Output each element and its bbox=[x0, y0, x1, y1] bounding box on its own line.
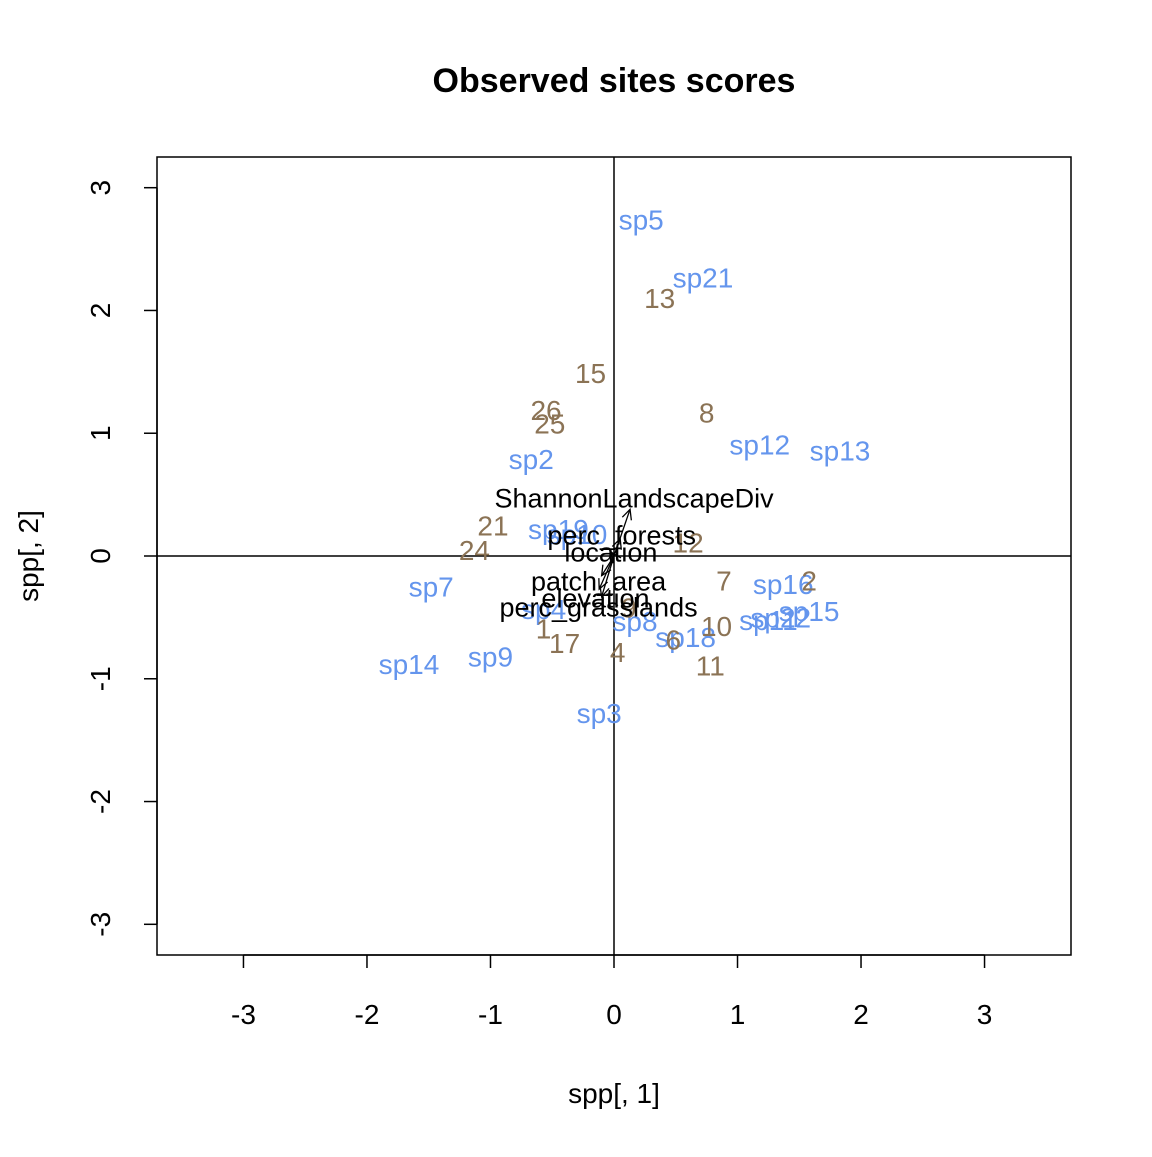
site-label: 4 bbox=[610, 637, 626, 668]
y-axis-label: spp[, 2] bbox=[13, 510, 44, 602]
site-label: 13 bbox=[644, 283, 675, 314]
y-tick-label: 3 bbox=[85, 180, 116, 196]
species-label: sp2 bbox=[509, 444, 554, 475]
env-arrowhead bbox=[611, 537, 622, 550]
x-tick-label: 0 bbox=[606, 999, 622, 1030]
site-label: 26 bbox=[530, 395, 561, 426]
plot-frame bbox=[156, 156, 1072, 956]
x-tick-label: -1 bbox=[478, 999, 503, 1030]
env-label: perc_grasslands bbox=[499, 593, 697, 623]
species-label: sp22 bbox=[750, 602, 811, 633]
env-label: elevation bbox=[541, 583, 649, 613]
species-label: sp18 bbox=[655, 622, 716, 653]
species-label: sp7 bbox=[409, 572, 454, 603]
species-label: sp10 bbox=[547, 519, 608, 550]
env-arrow bbox=[598, 555, 615, 590]
species-label: sp15 bbox=[779, 596, 840, 627]
site-label: 7 bbox=[716, 566, 732, 597]
y-tick-label: -2 bbox=[85, 789, 116, 814]
site-label: 10 bbox=[701, 611, 732, 642]
x-tick-label: 2 bbox=[853, 999, 869, 1030]
site-label: 17 bbox=[549, 628, 580, 659]
species-label: sp21 bbox=[673, 262, 734, 293]
x-tick-label: 1 bbox=[730, 999, 746, 1030]
site-label: 25 bbox=[534, 408, 565, 439]
species-label: sp8 bbox=[612, 606, 657, 637]
species-label: sp9 bbox=[468, 642, 513, 673]
y-tick-label: 0 bbox=[85, 548, 116, 564]
site-label: 11 bbox=[696, 650, 725, 681]
x-tick-label: -3 bbox=[231, 999, 256, 1030]
env-arrow bbox=[613, 538, 621, 557]
site-label: 9 bbox=[621, 593, 637, 624]
env-arrowhead bbox=[621, 507, 633, 521]
y-tick-label: 1 bbox=[85, 425, 116, 441]
y-tick-label: -3 bbox=[85, 912, 116, 937]
site-label: 21 bbox=[477, 510, 508, 541]
site-label: 24 bbox=[459, 535, 490, 566]
chart-title: Observed sites scores bbox=[433, 62, 796, 100]
site-label: 2 bbox=[801, 566, 817, 597]
env-label: ShannonLandscapeDiv bbox=[494, 484, 774, 514]
x-axis-label: spp[, 1] bbox=[568, 1078, 660, 1109]
species-label: sp16 bbox=[753, 569, 814, 600]
env-arrowhead bbox=[599, 585, 610, 598]
y-tick-label: 2 bbox=[85, 303, 116, 319]
species-label: sp3 bbox=[577, 698, 622, 729]
site-label: 6 bbox=[665, 624, 681, 655]
site-label: 8 bbox=[699, 397, 715, 428]
site-label: 12 bbox=[673, 527, 704, 558]
site-label: 1 bbox=[536, 613, 552, 644]
env-label: perc_forests bbox=[547, 521, 696, 551]
env-arrow bbox=[601, 555, 615, 597]
site-label: 15 bbox=[575, 358, 606, 389]
species-label: sp13 bbox=[810, 435, 871, 466]
x-tick-label: 3 bbox=[977, 999, 993, 1030]
y-tick-label: -1 bbox=[85, 666, 116, 691]
species-label: sp12 bbox=[729, 429, 790, 460]
species-label: sp19 bbox=[528, 514, 589, 545]
species-label: sp5 bbox=[619, 205, 664, 236]
species-label: sp11 bbox=[739, 605, 798, 636]
species-label: sp4 bbox=[521, 594, 566, 625]
species-label: sp14 bbox=[379, 649, 440, 680]
env-arrowhead bbox=[600, 564, 612, 577]
x-tick-label: -2 bbox=[355, 999, 380, 1030]
